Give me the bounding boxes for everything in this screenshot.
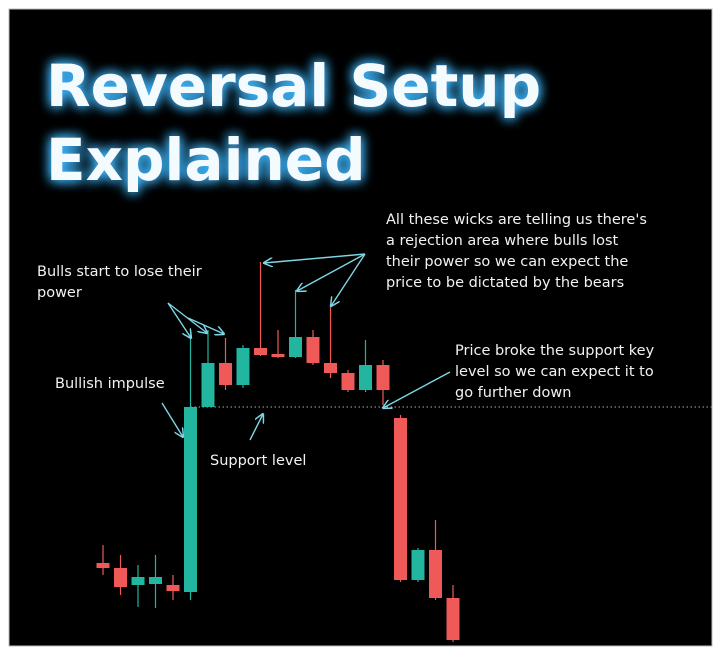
title: Explained bbox=[46, 126, 366, 194]
candle-body bbox=[201, 363, 215, 407]
candle-body bbox=[411, 550, 425, 580]
panel bbox=[8, 8, 713, 647]
annotation: Support level bbox=[210, 453, 306, 469]
candle-body bbox=[236, 348, 250, 385]
arrow bbox=[264, 253, 366, 263]
candle-body bbox=[341, 373, 355, 390]
annotation: a rejection area where bulls lost bbox=[386, 233, 619, 249]
annotation: level so we can expect it to bbox=[455, 364, 654, 380]
annotation: power bbox=[37, 285, 82, 301]
candle-body bbox=[376, 365, 390, 390]
annotation: go further down bbox=[455, 385, 571, 401]
arrow bbox=[161, 402, 183, 437]
candle-body bbox=[166, 585, 180, 591]
candle-body bbox=[114, 568, 127, 587]
arrow bbox=[187, 317, 224, 334]
arrow bbox=[249, 414, 263, 441]
annotation: Bullish impulse bbox=[55, 376, 165, 392]
candle-body bbox=[306, 337, 320, 363]
annotation: Bulls start to lose their bbox=[37, 264, 202, 280]
title: Reversal Setup bbox=[46, 52, 541, 120]
candle-body bbox=[446, 598, 460, 640]
candle-body bbox=[394, 418, 407, 580]
candle-body bbox=[184, 407, 197, 592]
candle-body bbox=[254, 348, 267, 355]
candle-body bbox=[289, 337, 302, 357]
arrow bbox=[331, 253, 366, 306]
plot bbox=[96, 262, 712, 642]
candle-body bbox=[96, 563, 110, 568]
annotation: price to be dictated by the bears bbox=[386, 275, 624, 291]
annotation: Price broke the support key bbox=[455, 343, 655, 359]
candle-body bbox=[271, 354, 285, 357]
annotation: All these wicks are telling us there's bbox=[386, 212, 647, 228]
candle-body bbox=[149, 577, 162, 584]
candle-body bbox=[324, 363, 337, 373]
arrow bbox=[297, 253, 366, 291]
arrow bbox=[167, 302, 191, 338]
candle-body bbox=[131, 577, 145, 585]
candle-body bbox=[359, 365, 372, 390]
arrows bbox=[161, 253, 451, 441]
candle-body bbox=[429, 550, 442, 598]
arrow bbox=[167, 302, 207, 333]
annotation: their power so we can expect the bbox=[386, 254, 628, 270]
arrow bbox=[383, 371, 451, 408]
candle-body bbox=[219, 363, 232, 385]
